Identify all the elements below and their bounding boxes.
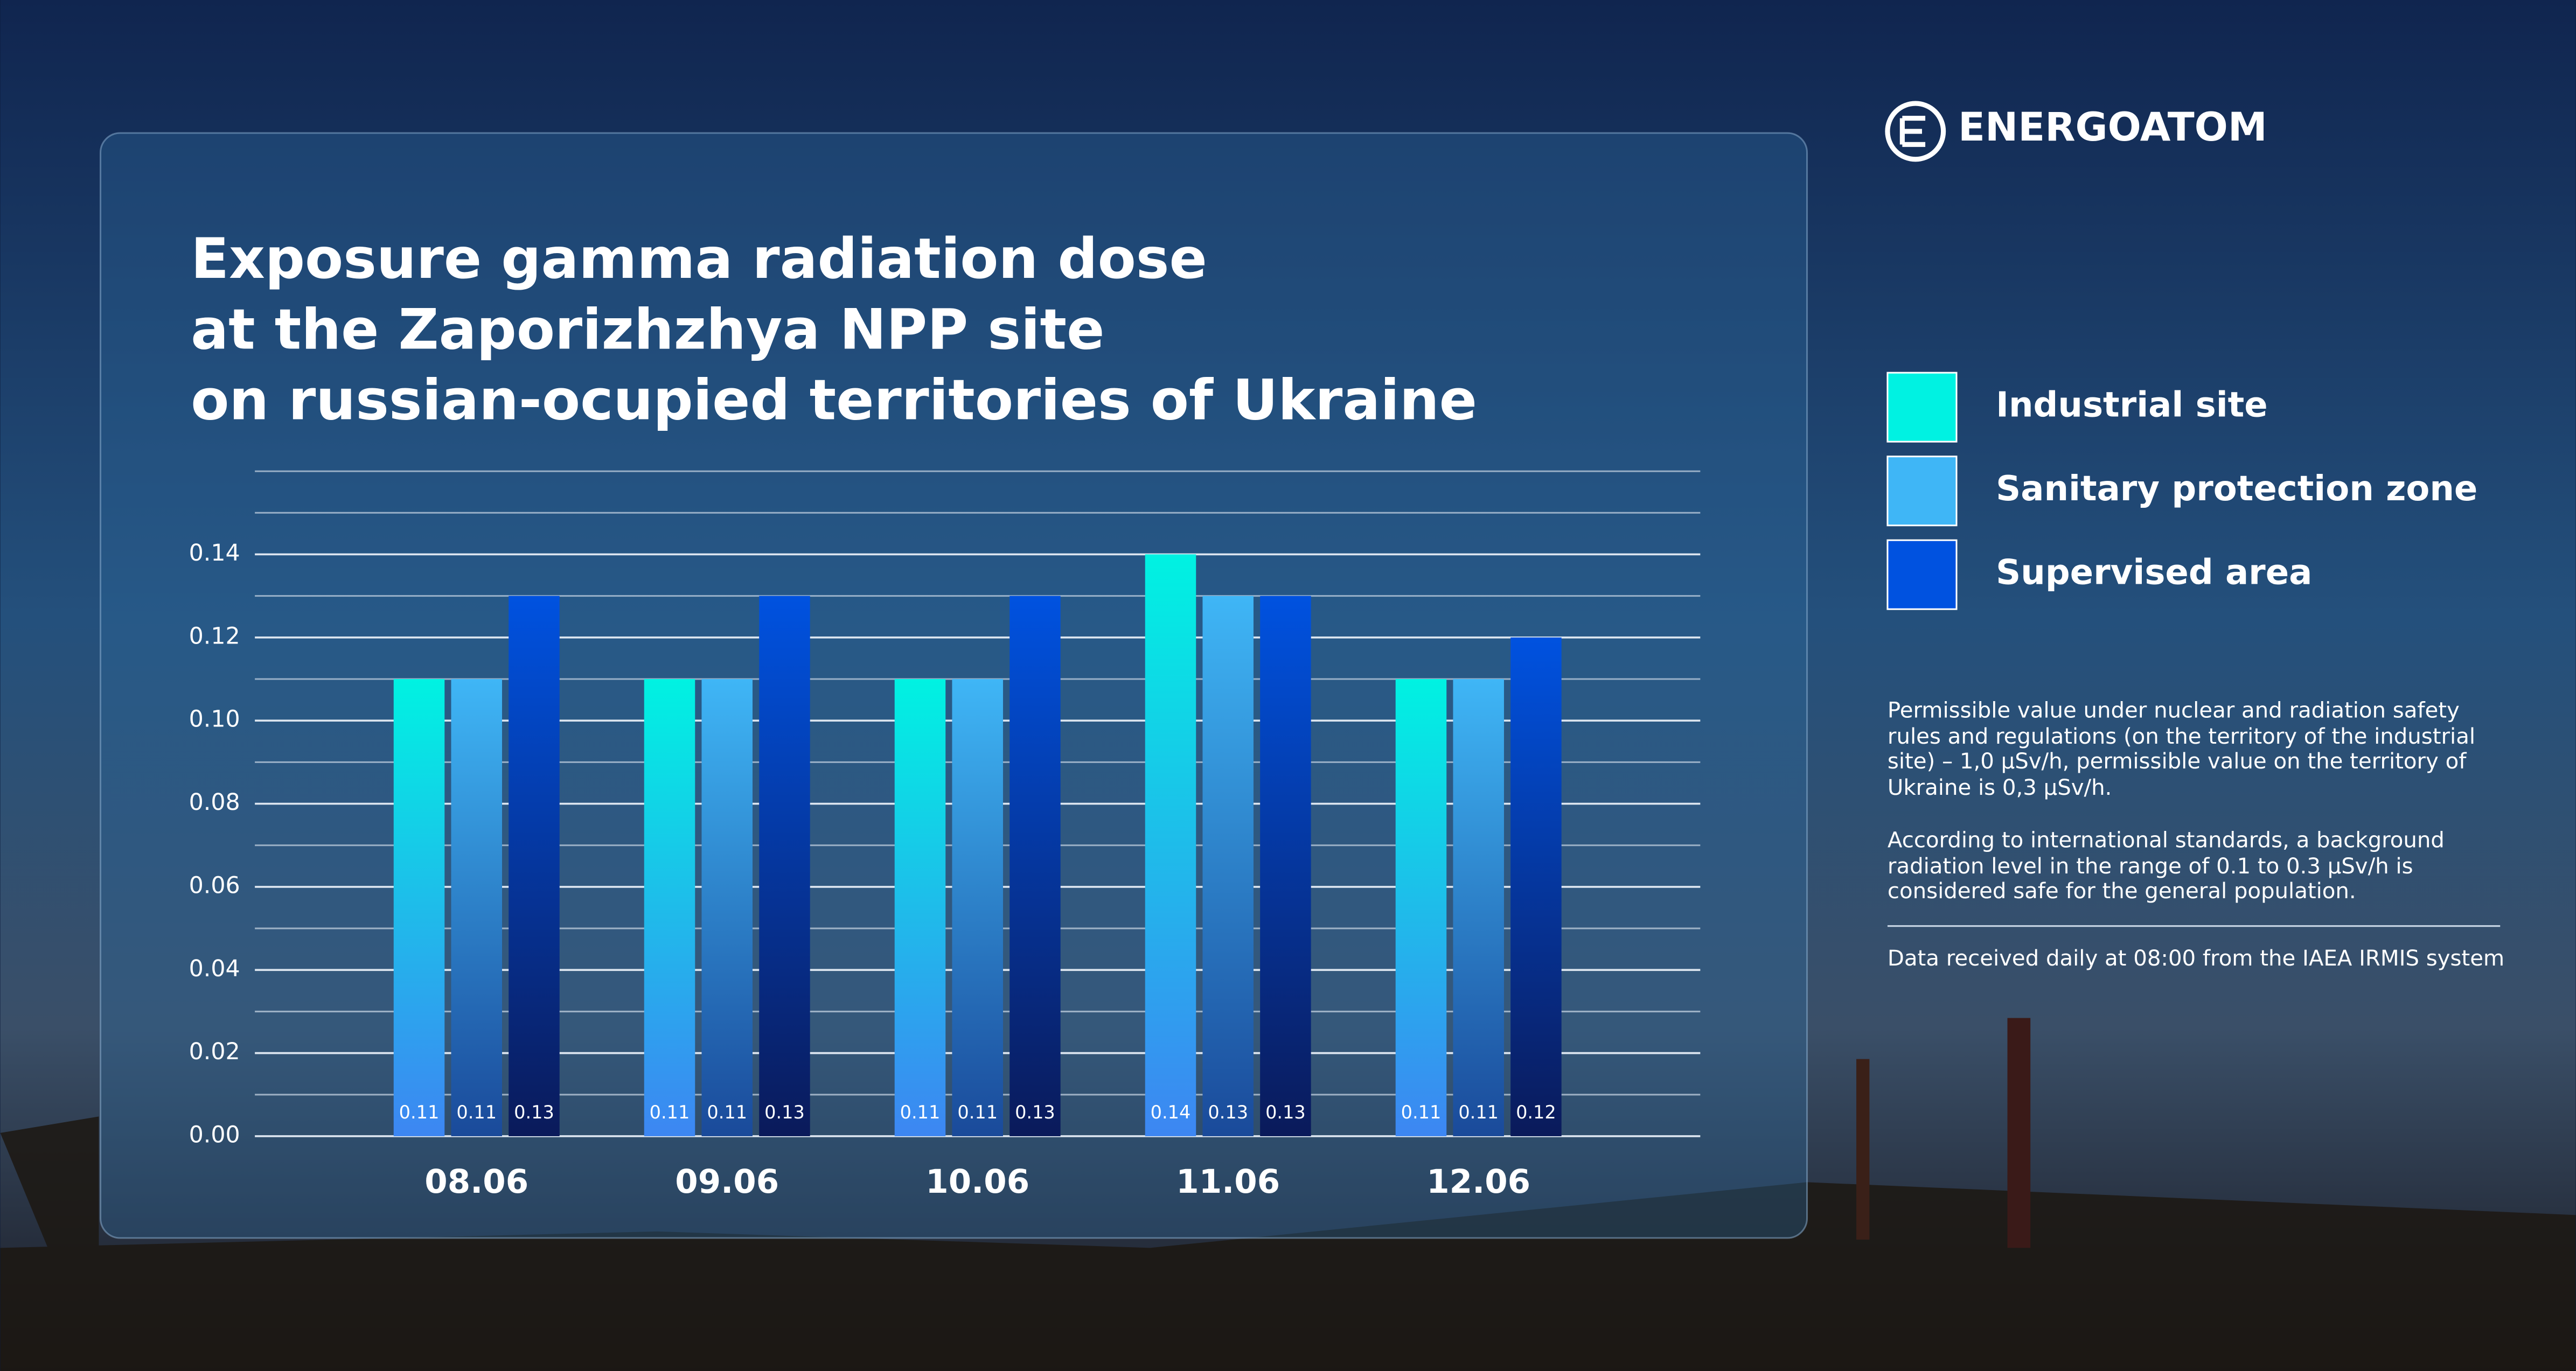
value-label: 0.11 — [900, 1102, 941, 1123]
value-label: 0.13 — [1015, 1102, 1055, 1123]
brand: ENERGOATOM — [1958, 104, 2267, 150]
note: Permissible value under nuclear and radi… — [1887, 699, 2476, 801]
value-label: 0.11 — [1458, 1102, 1499, 1123]
y-tick-label: 0.00 — [189, 1121, 240, 1148]
x-tick-label: 10.06 — [925, 1163, 1029, 1201]
value-label: 0.13 — [514, 1102, 554, 1123]
chart-title: on russian-ocupied territories of Ukrain… — [191, 368, 1477, 432]
y-tick-label: 0.08 — [189, 789, 240, 816]
value-label: 0.12 — [1516, 1102, 1556, 1123]
x-tick-label: 08.06 — [424, 1163, 528, 1201]
bar — [1009, 596, 1061, 1136]
bar — [952, 678, 1003, 1136]
chart-title: Exposure gamma radiation dose — [191, 227, 1207, 291]
x-tick-label: 09.06 — [675, 1163, 779, 1201]
plant-silhouette — [0, 1116, 2576, 1371]
bar — [1260, 596, 1311, 1136]
chimney — [1856, 1059, 1870, 1240]
note: According to international standards, a … — [1887, 829, 2445, 905]
note-box: Permissible value under nuclear and radi… — [1887, 699, 2476, 801]
value-label: 0.11 — [399, 1102, 440, 1123]
value-label: 0.11 — [957, 1102, 998, 1123]
value-label: 0.11 — [650, 1102, 690, 1123]
bar — [894, 678, 946, 1136]
logo-glyph — [1899, 115, 1926, 147]
bar — [1453, 678, 1504, 1136]
y-tick-label: 0.14 — [189, 540, 240, 566]
bar — [393, 678, 445, 1136]
value-label: 0.14 — [1151, 1102, 1191, 1123]
legend-label: Sanitary protection zone — [1996, 469, 2477, 509]
value-label: 0.11 — [1401, 1102, 1442, 1123]
bar — [1510, 637, 1562, 1136]
y-tick-label: 0.04 — [189, 955, 240, 982]
y-tick-label: 0.06 — [189, 872, 240, 899]
logo-mark — [1885, 101, 1946, 162]
value-label: 0.13 — [764, 1102, 805, 1123]
x-tick-label: 12.06 — [1426, 1163, 1530, 1201]
bar — [1395, 678, 1447, 1136]
bar — [759, 596, 810, 1136]
value-label: 0.13 — [1265, 1102, 1306, 1123]
value-label: 0.11 — [456, 1102, 497, 1123]
note: Data received daily at 08:00 from the IA… — [1887, 947, 2505, 973]
y-tick-label: 0.02 — [189, 1038, 240, 1065]
x-tick-label: 11.06 — [1176, 1163, 1280, 1201]
y-tick-label: 0.12 — [189, 622, 240, 649]
legend-label: Industrial site — [1996, 386, 2267, 425]
legend-swatch — [1886, 456, 1958, 527]
legend-swatch — [1886, 372, 1958, 443]
legend-swatch — [1886, 539, 1958, 610]
bar — [644, 678, 695, 1136]
bar — [701, 678, 753, 1136]
bar — [1202, 596, 1254, 1136]
chimney — [2007, 1018, 2031, 1248]
note-box: According to international standards, a … — [1887, 829, 2445, 905]
bar — [509, 596, 560, 1136]
note-box: Data received daily at 08:00 from the IA… — [1887, 947, 2505, 973]
value-label: 0.13 — [1208, 1102, 1248, 1123]
legend-label: Supervised area — [1996, 553, 2312, 593]
y-tick-label: 0.10 — [189, 706, 240, 733]
value-label: 0.11 — [707, 1102, 747, 1123]
bar — [451, 678, 503, 1136]
bar — [1145, 554, 1196, 1136]
chart-title: at the Zaporizhzhya NPP site — [191, 297, 1104, 362]
